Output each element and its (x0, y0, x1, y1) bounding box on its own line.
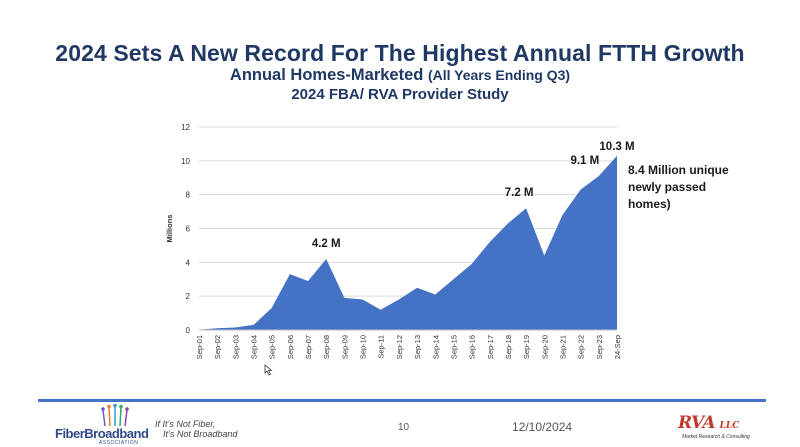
logo-subtext: ASSOCIATION (99, 440, 139, 446)
y-tick-label: 6 (186, 225, 191, 234)
rva-subtext: Market Research & Consulting (682, 434, 750, 440)
callout-line-2: newly passed (628, 180, 707, 194)
data-point (525, 207, 527, 209)
data-point (471, 263, 473, 265)
area-chart: 0 2 4 6 8 10 12 Millions Sep-01 Sep-02 Sep-03 Sep-0… (165, 123, 635, 359)
data-point (598, 175, 600, 177)
x-tick-label: Sep-06 (286, 335, 295, 359)
data-point (362, 299, 364, 301)
y-tick-label: 8 (186, 191, 191, 200)
y-tick-label: 2 (186, 292, 191, 301)
y-tick-label: 12 (181, 123, 190, 132)
footer-divider (38, 399, 766, 402)
logo-text: FiberBroadband (55, 426, 149, 441)
data-point (271, 307, 273, 309)
rva-logo-text: RVA (678, 413, 716, 433)
data-point (507, 222, 509, 224)
area-series (199, 155, 617, 330)
data-point (325, 258, 327, 260)
rva-llc-text: LLC (719, 421, 740, 431)
data-point (216, 327, 218, 329)
y-tick-label: 0 (186, 326, 191, 335)
x-tick-label: Sep-01 (195, 335, 204, 359)
x-tick-label: Sep-21 (558, 335, 567, 359)
x-tick-label: Sep-07 (304, 335, 313, 359)
slide-subtitle: Annual Homes-Marketed (All Years Ending … (0, 66, 800, 85)
fiber-strands-icon (101, 404, 129, 426)
x-tick-label: Sep-12 (395, 335, 404, 359)
data-label: 4.2 M (312, 238, 341, 250)
data-label: 7.2 M (505, 187, 534, 199)
callout-line-3: homes) (628, 197, 671, 211)
x-tick-label: Sep-16 (468, 335, 477, 359)
x-tick-label: Sep-02 (213, 335, 222, 359)
data-point (452, 278, 454, 280)
data-point (343, 297, 345, 299)
data-point (234, 326, 236, 328)
x-tick-label: Sep-09 (340, 335, 349, 359)
x-tick-label: 24-Sep (613, 335, 622, 359)
x-tick-label: Sep-04 (250, 335, 259, 359)
x-tick-label: Sep-03 (231, 335, 240, 359)
y-tick-label: 10 (181, 157, 190, 166)
x-tick-label: Sep-19 (522, 335, 531, 359)
x-tick-label: Sep-10 (359, 335, 368, 359)
x-tick-label: Sep-22 (577, 335, 586, 359)
callout-line-1: 8.4 Million unique (628, 163, 729, 177)
data-point (289, 273, 291, 275)
data-point (616, 155, 618, 157)
subtitle-paren: (All Years Ending Q3) (427, 67, 571, 83)
tagline-line-2: It’s Not Broadband (163, 429, 238, 439)
x-tick-label: Sep-11 (377, 335, 386, 359)
x-tick-label: Sep-18 (504, 335, 513, 359)
x-tick-label: Sep-15 (449, 335, 458, 359)
data-point (416, 287, 418, 289)
slide-subtitle-study: 2024 FBA/ RVA Provider Study (291, 86, 509, 103)
data-point (307, 280, 309, 282)
data-point (561, 214, 563, 216)
footer-date: 12/10/2024 (512, 420, 573, 434)
chart-callout: 8.4 Million unique newly passed homes) (628, 162, 778, 213)
mouse-cursor-icon (264, 364, 273, 376)
data-label: 10.3 M (599, 141, 634, 153)
data-point (398, 299, 400, 301)
x-tick-label: Sep-17 (486, 335, 495, 359)
data-point (380, 309, 382, 311)
data-point (434, 293, 436, 295)
data-point (543, 255, 545, 257)
rva-logo: RVA LLC Market Research & Consulting (678, 413, 758, 443)
x-tick-label: Sep-08 (322, 335, 331, 359)
slide-title: 2024 Sets A New Record For The Highest A… (55, 40, 745, 66)
subtitle-main: Annual Homes-Marketed (229, 66, 424, 84)
page-number: 10 (398, 422, 410, 433)
x-tick-label: Sep-13 (413, 335, 422, 359)
x-tick-label: Sep-23 (595, 335, 604, 359)
data-label: 9.1 M (570, 155, 599, 167)
y-tick-label: 4 (186, 258, 191, 267)
fiber-broadband-logo: FiberBroadband ASSOCIATION (55, 404, 150, 446)
data-point (253, 324, 255, 326)
tagline-line-1: If It’s Not Fiber, (155, 419, 216, 429)
x-tick-label: Sep-20 (540, 335, 549, 359)
x-tick-label: Sep-05 (268, 335, 277, 359)
data-point (580, 189, 582, 191)
x-tick-label: Sep-14 (431, 335, 440, 359)
y-axis-label: Millions (165, 215, 174, 243)
footer-tagline: If It’s Not Fiber, It’s Not Broadband (155, 419, 237, 439)
data-point (489, 241, 491, 243)
